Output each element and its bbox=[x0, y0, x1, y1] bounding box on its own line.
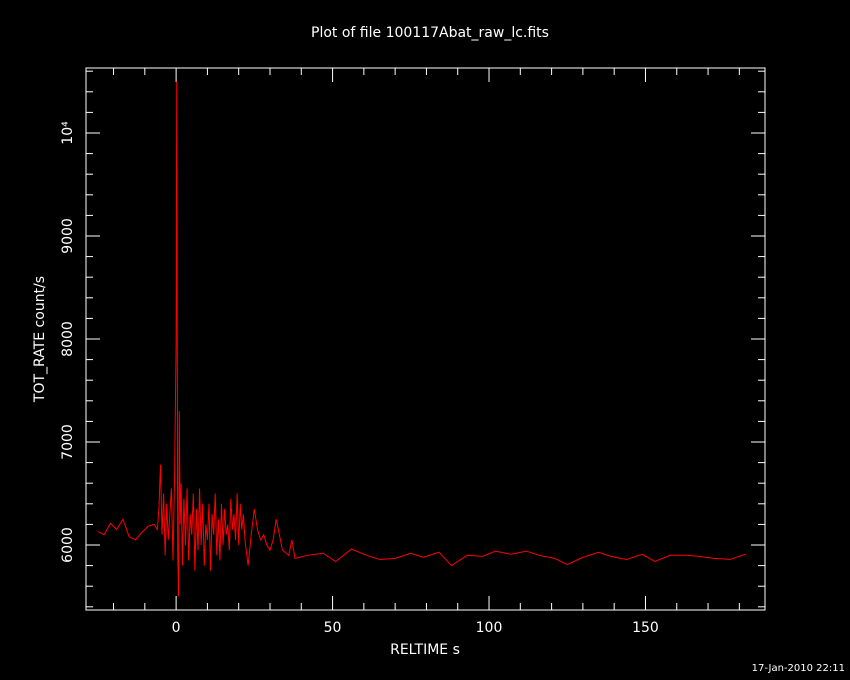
x-tick-label: 0 bbox=[172, 620, 181, 636]
footer-date: 17-Jan-2010 22:11 bbox=[752, 663, 845, 674]
y-tick-label: 8000 bbox=[60, 321, 76, 357]
y-tick-label: 7000 bbox=[60, 424, 76, 460]
x-tick-label: 150 bbox=[632, 620, 659, 636]
x-axis-label: RELTIME s bbox=[390, 642, 460, 658]
y-tick-label: 6000 bbox=[60, 527, 76, 563]
x-tick-label: 50 bbox=[324, 620, 342, 636]
data-line bbox=[97, 81, 746, 597]
y-tick-label: 9000 bbox=[60, 218, 76, 254]
x-tick-label: 100 bbox=[476, 620, 503, 636]
y-tick-label: 10⁴ bbox=[60, 121, 76, 145]
chart-title: Plot of file 100117Abat_raw_lc.fits bbox=[311, 25, 549, 41]
y-axis-label: TOT_RATE count/s bbox=[32, 276, 48, 403]
